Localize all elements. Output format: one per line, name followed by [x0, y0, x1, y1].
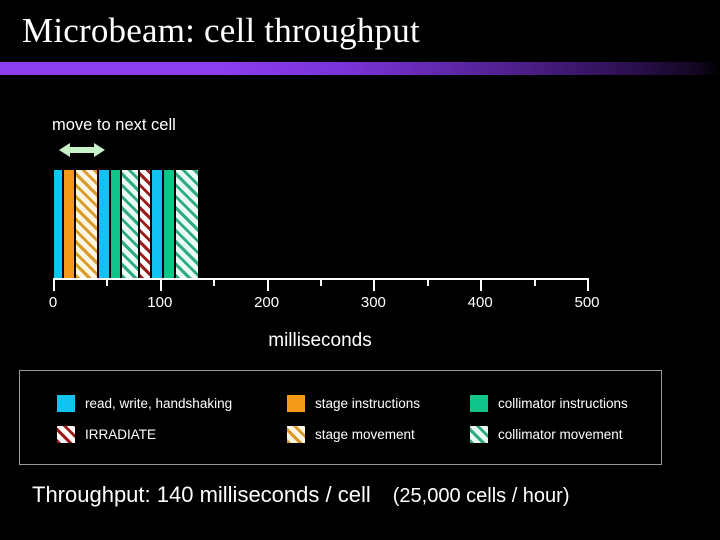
axis-tick-label: 300	[360, 294, 386, 311]
timeline-segment-rwh	[151, 170, 163, 278]
throughput-rate-text: (25,000 cells / hour)	[392, 485, 570, 507]
axis-major-tick	[159, 278, 162, 291]
x-axis-title: milliseconds	[268, 330, 372, 351]
legend-label: read, write, handshaking	[85, 396, 233, 411]
legend-swatch-icon	[56, 394, 76, 413]
axis-minor-tick	[213, 278, 216, 286]
timeline-segment-rwh	[97, 170, 110, 278]
legend-swatch-icon	[469, 425, 489, 444]
legend: read, write, handshaking stage instructio…	[19, 370, 662, 465]
legend-item: read, write, handshaking	[56, 394, 286, 413]
legend-grid: read, write, handshaking stage instructio…	[56, 388, 656, 450]
page-title: Microbeam: cell throughput	[22, 11, 420, 50]
axis-minor-tick	[106, 278, 109, 286]
timeline-segment-rwh	[53, 170, 63, 278]
legend-label: collimator instructions	[498, 396, 628, 411]
legend-item: stage movement	[286, 425, 469, 444]
axis-major-tick	[266, 278, 269, 291]
axis-major-tick	[480, 278, 483, 291]
legend-swatch-icon	[286, 425, 306, 444]
axis-tick-label: 200	[254, 294, 280, 311]
legend-label: stage instructions	[315, 396, 421, 411]
legend-item: stage instructions	[286, 394, 469, 413]
timeline-segment-collmove	[121, 170, 140, 278]
timeline-bar	[53, 170, 200, 278]
axis-major-tick	[373, 278, 376, 291]
axis-minor-tick	[533, 278, 536, 286]
axis-tick-label: 500	[574, 294, 600, 311]
move-to-next-cell-label: move to next cell	[52, 116, 176, 134]
axis-tick-label: 0	[48, 294, 58, 311]
timeline-segment-coll	[162, 170, 175, 278]
title-divider-bar	[0, 62, 720, 75]
timeline-segment-stage	[62, 170, 76, 278]
throughput-text: Throughput: 140 milliseconds / cell	[32, 482, 371, 507]
axis-tick-label: 100	[147, 294, 173, 311]
legend-item: IRRADIATE	[56, 425, 286, 444]
axis-tick-label: 400	[467, 294, 493, 311]
legend-swatch-icon	[286, 394, 306, 413]
timeline-segment-collmove	[174, 170, 200, 278]
legend-swatch-icon	[56, 425, 76, 444]
double-headed-arrow-icon	[59, 143, 105, 157]
legend-item: collimator instructions	[469, 394, 659, 413]
timeline-segment-irr	[139, 170, 152, 278]
legend-label: stage movement	[315, 427, 415, 442]
legend-item: collimator movement	[469, 425, 659, 444]
timeline-segment-stagemove	[75, 170, 98, 278]
legend-label: IRRADIATE	[85, 427, 157, 442]
axis-major-tick	[587, 278, 589, 291]
timeline-segment-coll	[109, 170, 122, 278]
legend-swatch-icon	[469, 394, 489, 413]
footer: Throughput: 140 milliseconds / cell (25,…	[32, 482, 570, 508]
axis-minor-tick	[426, 278, 429, 286]
legend-label: collimator movement	[498, 427, 623, 442]
axis-major-tick	[53, 278, 55, 291]
gantt-chart: move to next cell 0 100 200 300 400 500 milli…	[0, 80, 720, 360]
axis-minor-tick	[320, 278, 322, 286]
x-axis: 0 100 200 300 400 500	[49, 278, 600, 311]
